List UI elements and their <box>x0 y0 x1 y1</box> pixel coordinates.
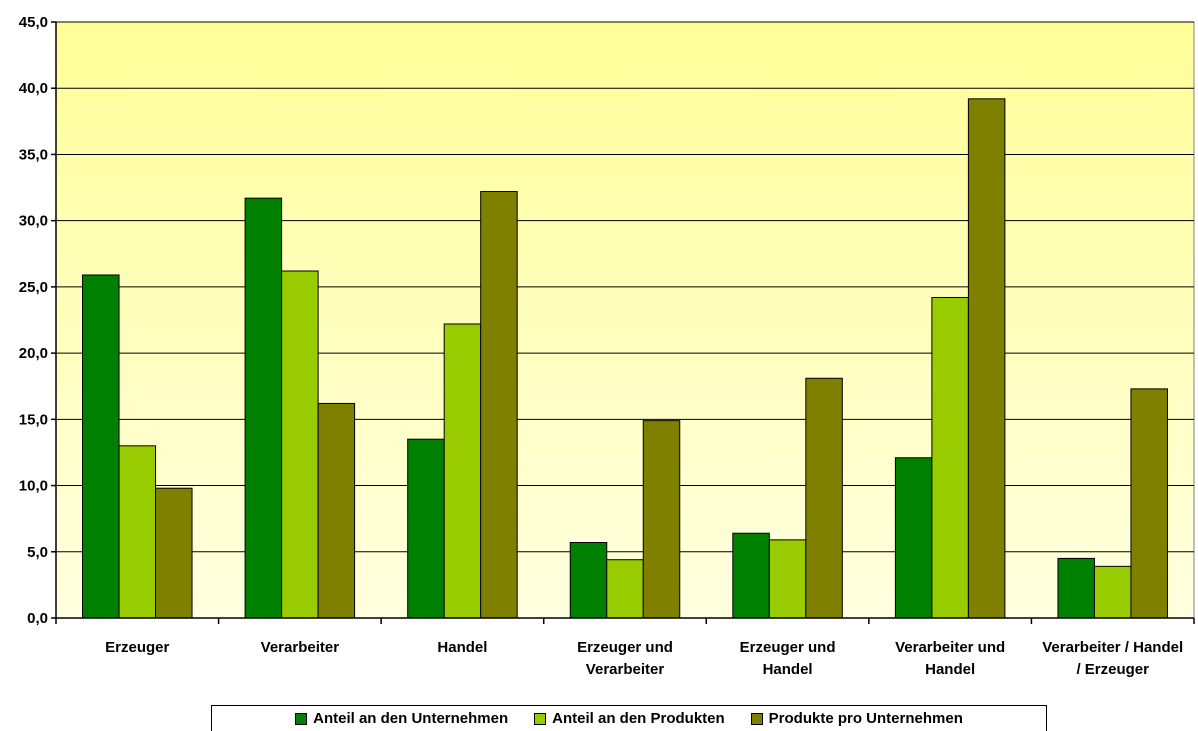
bar <box>407 438 445 619</box>
y-tick-label: 20,0 <box>19 345 48 362</box>
bar <box>768 539 807 619</box>
legend-item-unternehmen: Anteil an den Unternehmen <box>295 710 508 727</box>
y-axis-ticks: 0,0 5,0 10,0 15,0 20,0 25,0 30,0 35,0 40,0 45,0 <box>19 14 56 627</box>
legend-label-produkte: Anteil an den Produkten <box>552 710 725 727</box>
bar <box>244 197 283 619</box>
x-category-label: Verarbeiter / Handel / Erzeuger <box>1042 639 1183 678</box>
bar <box>732 532 770 619</box>
y-tick-label: 0,0 <box>27 610 48 627</box>
legend-label-produkte-pro-unternehmen: Produkte pro Unternehmen <box>768 710 963 727</box>
bar <box>480 191 518 619</box>
y-tick-label: 35,0 <box>19 146 48 163</box>
bar <box>931 296 969 619</box>
x-axis-categories: Erzeuger Verarbeiter Handel Erzeuger und Ver… <box>55 618 1195 678</box>
bars <box>82 98 1168 619</box>
bar-chart: 0,0 5,0 10,0 15,0 20,0 25,0 30,0 35,0 40,0 45,0 E… <box>19 14 1195 678</box>
x-category-label: Erzeuger <box>105 639 169 656</box>
y-tick-label: 45,0 <box>19 14 48 31</box>
y-tick-label: 25,0 <box>19 279 48 296</box>
x-category-label: Erzeuger und Verarbeiter <box>577 639 673 678</box>
bar <box>155 487 193 619</box>
bar <box>569 542 608 619</box>
y-tick-label: 30,0 <box>19 213 48 230</box>
x-category-label: Handel <box>437 639 487 656</box>
x-category-label: Erzeuger und Handel <box>740 639 836 678</box>
bar <box>967 98 1006 619</box>
y-tick-label: 40,0 <box>19 80 48 97</box>
bar <box>281 270 319 619</box>
legend-swatch-unternehmen <box>295 712 308 725</box>
legend-swatch-produkte-pro-unternehmen <box>750 712 763 725</box>
legend-swatch-produkte <box>534 712 547 725</box>
y-tick-label: 5,0 <box>27 544 48 561</box>
bar <box>82 274 120 619</box>
bar <box>642 420 681 619</box>
bar <box>443 323 482 619</box>
bar <box>1093 565 1132 619</box>
x-category-label: Verarbeiter <box>261 639 340 656</box>
legend: Anteil an den Unternehmen Anteil an den … <box>211 705 1047 731</box>
legend-item-produkte-pro-unternehmen: Produkte pro Unternehmen <box>750 710 963 727</box>
bar <box>1130 388 1168 619</box>
bar <box>317 402 356 619</box>
y-tick-label: 10,0 <box>19 478 48 495</box>
bar <box>894 457 933 619</box>
bar <box>118 445 157 619</box>
legend-label-unternehmen: Anteil an den Unternehmen <box>313 710 509 727</box>
x-category-label: Verarbeiter und Handel <box>895 639 1005 678</box>
bar <box>606 559 644 619</box>
bar <box>1057 557 1095 619</box>
legend-item-produkte: Anteil an den Produkten <box>534 710 725 727</box>
plot-area <box>55 21 1195 619</box>
bar <box>805 377 843 619</box>
y-tick-label: 15,0 <box>19 411 48 428</box>
